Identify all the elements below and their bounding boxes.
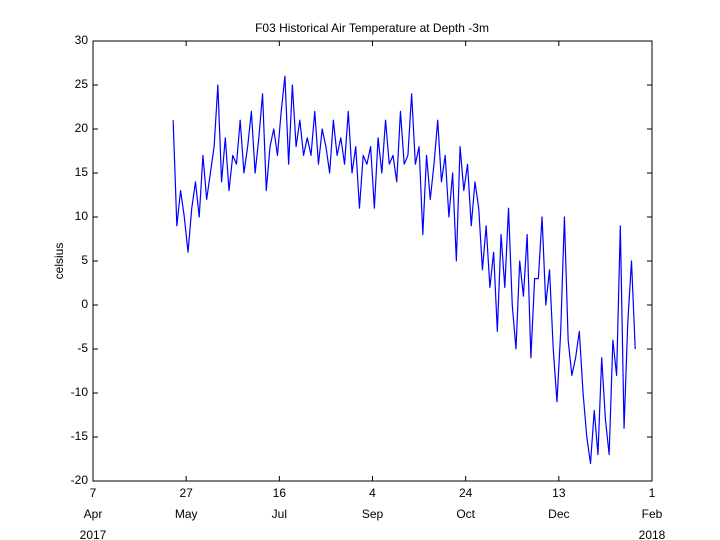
x-tick-label: May <box>175 507 198 521</box>
y-tick-label: -10 <box>71 385 89 399</box>
x-tick-label: 27 <box>179 486 193 500</box>
y-tick-label: 0 <box>81 297 88 311</box>
y-tick-label: -20 <box>71 473 89 487</box>
x-tick-label: 7 <box>90 486 97 500</box>
y-tick-label: 15 <box>75 165 89 179</box>
x-tick-label: 2017 <box>80 528 107 540</box>
y-tick-label: -15 <box>71 429 89 443</box>
x-tick-label: Oct <box>456 507 475 521</box>
x-tick-label: Feb <box>642 507 663 521</box>
x-tick-label: Apr <box>84 507 103 521</box>
x-tick-label: 1 <box>649 486 656 500</box>
data-line <box>172 75 636 464</box>
x-tick-label: 16 <box>273 486 287 500</box>
x-tick-label: Sep <box>362 507 384 521</box>
y-tick-label: 10 <box>75 209 89 223</box>
y-tick-label: 25 <box>75 77 89 91</box>
y-tick-label: -5 <box>77 341 88 355</box>
x-tick-label: 4 <box>369 486 376 500</box>
y-tick-label: 20 <box>75 121 89 135</box>
x-tick-label: Jul <box>272 507 287 521</box>
chart-title: F03 Historical Air Temperature at Depth … <box>255 21 489 35</box>
y-tick-label: 30 <box>75 33 89 47</box>
x-tick-label: 13 <box>552 486 566 500</box>
x-tick-label: 2018 <box>639 528 666 540</box>
y-tick-label: 5 <box>81 253 88 267</box>
x-tick-label: 24 <box>459 486 473 500</box>
x-tick-label: Dec <box>548 507 569 521</box>
y-axis-label: celsius <box>52 243 66 280</box>
